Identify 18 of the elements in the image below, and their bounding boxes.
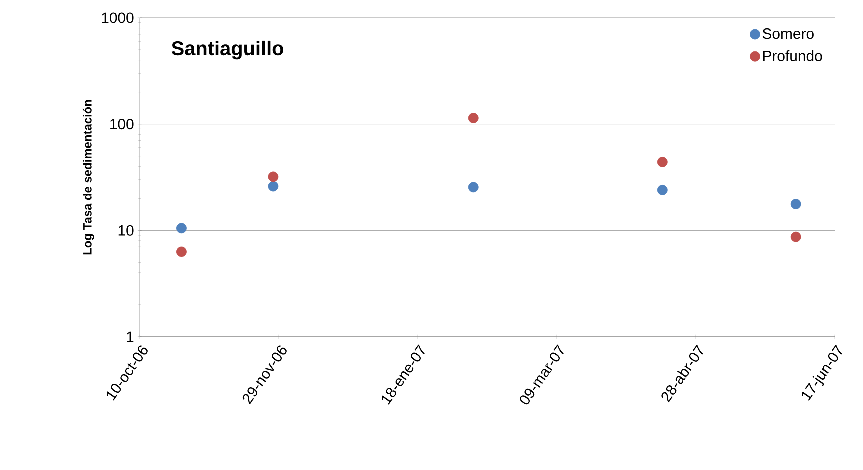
point [790,199,802,210]
point [176,223,187,234]
legend-label: Profundo [763,50,822,62]
point [176,246,187,258]
y-tick-label: 1 [127,332,134,342]
y-tick-label: 1000 [102,12,134,24]
point [268,181,279,192]
point [468,113,479,124]
point [468,182,479,193]
point [790,232,802,242]
text: Santiaguillo [172,40,284,60]
point [268,172,279,182]
point [657,157,668,168]
y-tick-label: 100 [110,119,134,130]
legend-label: Somero [762,28,814,40]
y-tick-label: 10 [118,225,134,236]
y-axis-title: Log Tasa de sedimentación [82,100,94,255]
point [657,185,668,196]
